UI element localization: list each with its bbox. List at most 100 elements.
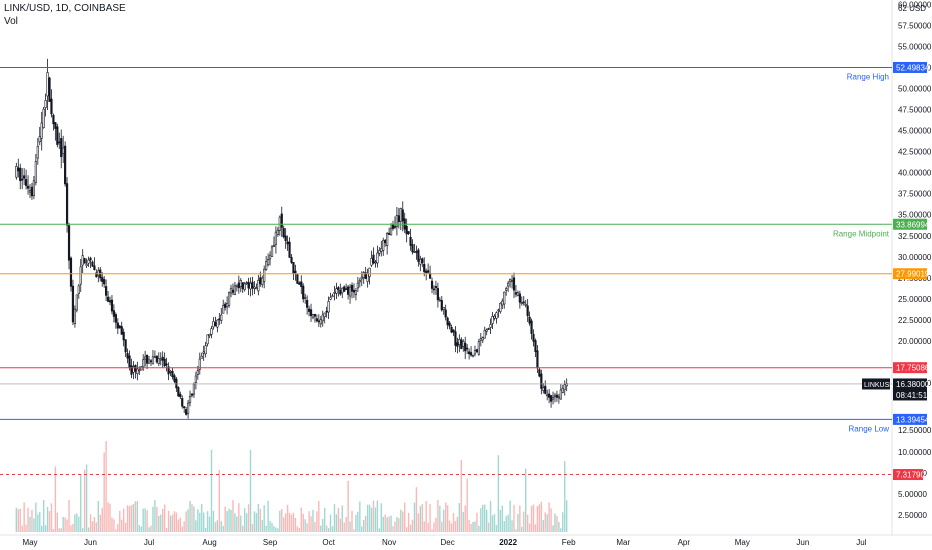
candle-body bbox=[34, 161, 37, 183]
volume-bar bbox=[60, 528, 62, 532]
volume-bar bbox=[162, 508, 164, 532]
candle-body bbox=[530, 320, 533, 334]
volume-bar bbox=[484, 504, 486, 532]
candle-body bbox=[177, 387, 180, 397]
candle-body bbox=[181, 398, 184, 407]
candle-body bbox=[376, 252, 379, 264]
volume-bar bbox=[279, 510, 281, 532]
candle-body bbox=[395, 215, 399, 227]
volume-bar bbox=[152, 506, 154, 532]
volume-bar bbox=[554, 513, 556, 532]
volume-bar bbox=[269, 520, 271, 532]
candle-body bbox=[261, 277, 264, 285]
volume-bar bbox=[48, 511, 51, 532]
level-price-value: 27.99019 bbox=[896, 270, 930, 279]
volume-bar bbox=[189, 500, 191, 532]
volume-bar bbox=[528, 523, 531, 532]
candle-body bbox=[179, 393, 182, 398]
volume-bar bbox=[111, 517, 113, 532]
candle-body bbox=[321, 314, 324, 322]
volume-bar bbox=[382, 516, 384, 532]
candle-body bbox=[362, 272, 365, 278]
candle-body bbox=[79, 266, 82, 285]
candle-body bbox=[536, 350, 539, 369]
candle-body bbox=[26, 185, 30, 189]
candle-body bbox=[132, 366, 135, 373]
volume-bar bbox=[513, 504, 515, 532]
x-tick-label: Jun bbox=[84, 538, 97, 547]
candle-body bbox=[40, 122, 43, 139]
level-label: Range Midpoint bbox=[833, 229, 890, 238]
candle-body bbox=[36, 145, 39, 159]
last-price-tag bbox=[893, 378, 927, 401]
volume-bar bbox=[150, 525, 152, 532]
volume-bar bbox=[66, 519, 68, 532]
y-tick-label: 42.50000 bbox=[898, 148, 932, 157]
candle-body bbox=[155, 355, 158, 363]
volume-bar bbox=[526, 514, 529, 532]
candle-body bbox=[73, 308, 76, 324]
candle-body bbox=[319, 319, 322, 325]
volume-bar bbox=[427, 522, 429, 532]
y-tick-label: 5.00000 bbox=[898, 490, 927, 499]
candle-body bbox=[466, 347, 469, 350]
candle-body bbox=[268, 254, 272, 260]
candle-body bbox=[444, 309, 447, 318]
volume-bar bbox=[404, 502, 406, 532]
volume-bar bbox=[91, 521, 94, 532]
candle-body bbox=[183, 406, 186, 409]
candle-body bbox=[491, 316, 494, 324]
volume-bar bbox=[452, 512, 455, 532]
candle-body bbox=[194, 375, 197, 383]
candle-body bbox=[145, 354, 149, 364]
candle-body bbox=[44, 100, 47, 108]
volume-bar bbox=[296, 526, 299, 532]
volume-bar bbox=[400, 509, 402, 532]
volume-bar bbox=[417, 513, 420, 532]
volume-bar bbox=[263, 505, 265, 532]
candle-body bbox=[266, 259, 270, 266]
candle-body bbox=[224, 303, 227, 308]
volume-bar bbox=[314, 522, 316, 532]
candle-body bbox=[286, 241, 289, 245]
candle-body bbox=[32, 180, 36, 197]
volume-bar bbox=[228, 508, 230, 532]
candle-body bbox=[30, 186, 34, 197]
candle-body bbox=[483, 329, 486, 339]
volume-bar bbox=[56, 512, 59, 532]
volume-bar bbox=[185, 511, 187, 532]
candle-body bbox=[48, 77, 51, 102]
volume-bar bbox=[487, 522, 490, 532]
candle-body bbox=[345, 288, 348, 290]
volume-bar bbox=[68, 500, 70, 532]
candle-body bbox=[274, 231, 278, 245]
volume-bar bbox=[265, 525, 267, 532]
candle-body bbox=[407, 231, 410, 235]
candle-body bbox=[386, 233, 389, 246]
candle-body bbox=[430, 280, 434, 289]
candle-body bbox=[192, 383, 196, 395]
volume-bar bbox=[210, 449, 213, 532]
volume-bar bbox=[552, 525, 554, 532]
candle-body bbox=[126, 353, 129, 359]
volume-bar bbox=[480, 508, 482, 532]
volume-bar bbox=[441, 521, 443, 532]
candle-body bbox=[501, 300, 504, 306]
candle-body bbox=[546, 394, 549, 397]
candle-body bbox=[458, 339, 461, 345]
x-tick-label: 2022 bbox=[499, 538, 517, 547]
candle-body bbox=[555, 394, 559, 398]
candle-body bbox=[190, 393, 194, 396]
volume-bar bbox=[374, 507, 377, 532]
volume-bar bbox=[415, 487, 418, 532]
volume-bar bbox=[517, 513, 519, 532]
level-price-tag bbox=[893, 413, 927, 425]
volume-bar bbox=[19, 508, 21, 532]
volume-bar bbox=[390, 515, 392, 532]
x-tick-label: May bbox=[735, 538, 750, 547]
candle-body bbox=[499, 303, 502, 313]
candle-body bbox=[524, 303, 527, 306]
y-tick-label: 35.00000 bbox=[898, 211, 932, 220]
candle-body bbox=[163, 358, 166, 367]
